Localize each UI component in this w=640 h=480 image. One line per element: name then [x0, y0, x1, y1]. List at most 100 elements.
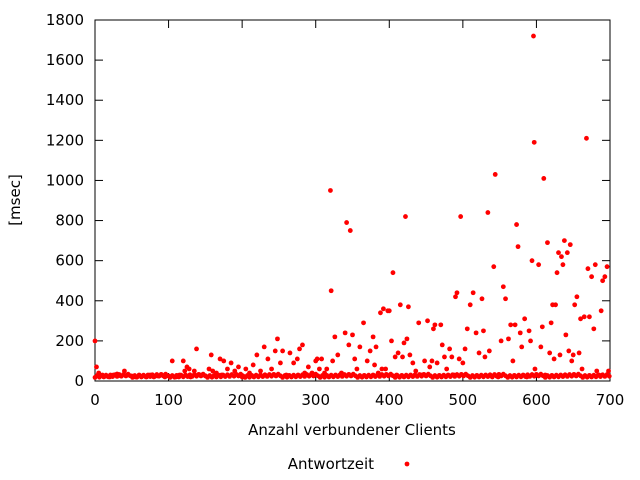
legend-marker	[404, 461, 410, 467]
data-point	[579, 366, 585, 372]
data-point	[498, 338, 504, 344]
data-point	[503, 296, 508, 302]
legend-label: Antwortzeit	[288, 455, 374, 473]
data-point	[347, 228, 353, 233]
data-point	[512, 322, 518, 328]
data-point	[328, 288, 334, 294]
data-point	[458, 214, 464, 219]
data-point	[464, 326, 470, 332]
data-point	[578, 316, 583, 322]
data-point	[422, 358, 427, 364]
data-point	[228, 360, 234, 366]
data-point	[140, 373, 146, 379]
data-point	[442, 354, 447, 360]
data-point	[604, 264, 610, 270]
data-point	[250, 362, 256, 368]
data-point	[486, 348, 492, 354]
data-point	[155, 373, 160, 379]
data-point	[136, 372, 142, 378]
data-point	[551, 356, 557, 362]
data-point	[561, 238, 567, 244]
data-point	[389, 338, 394, 344]
data-point	[602, 274, 608, 280]
data-point	[199, 372, 205, 378]
data-point	[564, 250, 570, 256]
data-point	[280, 348, 286, 354]
data-point	[182, 368, 188, 374]
data-point	[151, 374, 157, 380]
data-point	[354, 366, 360, 372]
y-tick-label: 1200	[46, 131, 84, 149]
data-point	[519, 344, 525, 350]
x-tick-label: 600	[522, 391, 551, 409]
data-point	[431, 326, 436, 332]
data-point	[600, 278, 606, 284]
data-point	[542, 372, 548, 378]
data-point	[352, 356, 358, 362]
data-point	[566, 348, 572, 354]
data-point	[508, 322, 514, 328]
y-tick-label: 600	[55, 252, 84, 270]
data-point	[567, 242, 573, 248]
data-point	[381, 306, 386, 312]
data-point	[180, 358, 186, 364]
data-point	[114, 371, 120, 377]
data-point	[547, 350, 553, 356]
data-point	[225, 366, 230, 372]
data-point	[350, 332, 355, 338]
data-point	[534, 372, 539, 378]
data-point	[210, 368, 216, 374]
data-point	[462, 346, 468, 352]
data-point	[479, 296, 485, 302]
data-point	[517, 330, 523, 336]
data-point	[456, 356, 462, 362]
data-point	[454, 290, 460, 296]
data-point	[548, 320, 554, 326]
data-point	[528, 338, 533, 344]
y-tick-label: 400	[55, 292, 84, 310]
y-tick-label: 1000	[46, 171, 84, 189]
data-point	[594, 368, 600, 374]
data-point	[584, 135, 589, 141]
x-tick-label: 0	[90, 391, 100, 409]
data-point	[510, 358, 516, 364]
data-point	[344, 220, 350, 225]
data-point	[162, 374, 168, 380]
data-point	[346, 342, 352, 348]
data-point	[144, 374, 149, 380]
data-point	[407, 352, 413, 358]
data-point	[186, 366, 192, 372]
data-point	[375, 370, 381, 376]
data-point	[324, 366, 330, 372]
data-point	[370, 334, 376, 340]
data-point	[332, 334, 338, 340]
data-point	[556, 250, 561, 256]
data-point	[378, 310, 383, 316]
data-point	[429, 358, 435, 364]
data-point	[557, 352, 563, 358]
data-point	[122, 368, 127, 374]
data-point	[258, 368, 263, 374]
data-point	[383, 366, 389, 372]
data-point	[177, 372, 183, 378]
data-point	[416, 320, 422, 326]
data-point	[515, 244, 521, 250]
data-point	[572, 302, 578, 308]
data-point	[451, 372, 457, 378]
data-point	[439, 342, 445, 348]
data-point	[206, 366, 212, 372]
data-point	[473, 330, 479, 336]
data-point	[92, 338, 98, 344]
y-tick-label: 200	[55, 332, 84, 350]
data-point	[606, 368, 611, 374]
data-point	[500, 284, 506, 290]
data-point	[129, 373, 135, 379]
data-point	[339, 370, 344, 376]
x-tick-label: 100	[154, 391, 183, 409]
data-point	[589, 274, 595, 280]
data-point	[265, 356, 271, 362]
data-point	[147, 372, 153, 378]
data-point	[305, 364, 311, 370]
data-point	[576, 350, 582, 356]
